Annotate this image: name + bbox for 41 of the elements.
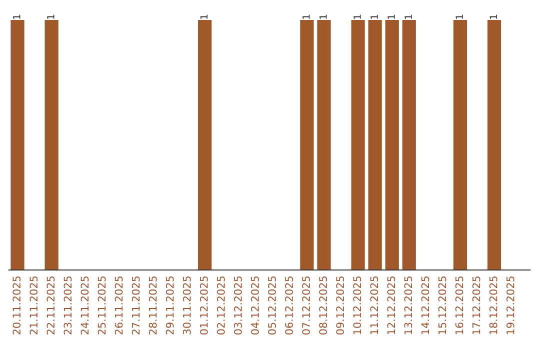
x-tick-label: 02.12.2025 (216, 276, 225, 335)
x-tick-label: 07.12.2025 (302, 276, 310, 335)
x-tick-label: 06.12.2025 (285, 276, 293, 335)
data-label: 1 (490, 14, 497, 19)
x-tick-label: 17.12.2025 (472, 276, 480, 334)
x-tick-label: 03.12.2025 (234, 276, 242, 335)
data-label: 1 (370, 14, 378, 19)
data-label: 1 (200, 14, 208, 19)
data-label: 1 (320, 14, 327, 19)
x-tick-label: 15.12.2025 (438, 276, 446, 334)
x-tick-label: 05.12.2025 (268, 276, 276, 335)
x-tick-label: 29.11.2025 (166, 276, 174, 334)
x-tick-label: 27.11.2025 (132, 276, 140, 334)
x-tick-label: 30.11.2025 (182, 276, 191, 334)
data-label: 1 (302, 14, 310, 19)
x-tick-label: 18.12.2025 (489, 276, 498, 334)
x-tick-label: 11.12.2025 (370, 276, 378, 334)
x-tick-label: 04.12.2025 (251, 276, 259, 335)
x-tick-label: 08.12.2025 (319, 276, 328, 335)
x-tick-label: 22.11.2025 (46, 276, 55, 334)
x-tick-label: 09.12.2025 (336, 276, 344, 335)
x-tick-label: 14.12.2025 (421, 276, 430, 334)
x-tick-label: 13.12.2025 (404, 276, 412, 334)
x-tick-label: 25.11.2025 (98, 276, 106, 334)
data-label: 1 (354, 14, 361, 19)
data-label: 1 (456, 14, 463, 19)
data-label: 1 (388, 14, 395, 19)
x-tick-label: 26.11.2025 (114, 276, 123, 334)
data-label: 1 (404, 14, 412, 19)
data-label: 1 (47, 14, 54, 19)
x-tick-label: 16.12.2025 (455, 276, 464, 334)
x-tick-label: 28.11.2025 (148, 276, 157, 334)
x-tick-label: 20.11.2025 (12, 276, 21, 334)
x-tick-label: 23.11.2025 (64, 276, 72, 334)
x-tick-label: 12.12.2025 (387, 276, 396, 334)
x-tick-label: 01.12.2025 (200, 276, 208, 335)
x-tick-label: 24.11.2025 (80, 276, 89, 334)
data-label: 1 (13, 14, 20, 19)
x-tick-label: 10.12.2025 (353, 276, 362, 334)
x-tick-label: 19.12.2025 (506, 276, 514, 334)
x-tick-label: 21.11.2025 (30, 276, 38, 334)
